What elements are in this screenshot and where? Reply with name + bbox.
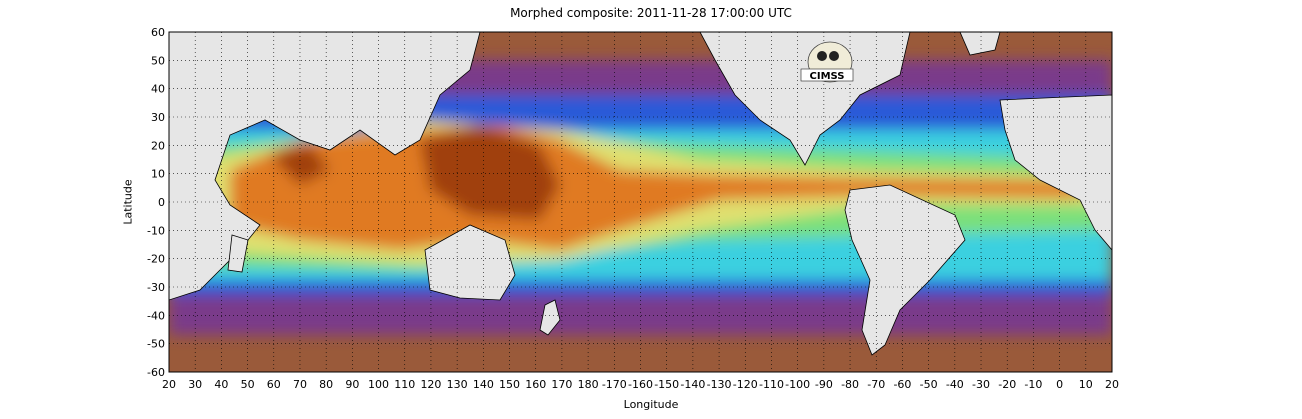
lon-tick-label: -90 (815, 378, 833, 391)
lon-tick-label: 170 (551, 378, 572, 391)
lat-tick-label: -40 (147, 309, 165, 322)
lon-tick-label: 10 (1079, 378, 1093, 391)
lon-tick-label: 150 (499, 378, 520, 391)
lon-tick-label: 120 (420, 378, 441, 391)
lon-tick-label: -80 (841, 378, 859, 391)
wet-core-west-pacific (420, 125, 560, 220)
lon-tick-label: 90 (345, 378, 359, 391)
svg-text:CIMSS: CIMSS (810, 71, 845, 82)
lat-tick-label: 10 (151, 168, 165, 181)
plot-frame (168, 31, 1113, 373)
lon-tick-label: 20 (162, 378, 176, 391)
lat-tick-label: 40 (151, 83, 165, 96)
landmass-new-zealand (539, 299, 561, 336)
landmass-africa-eurasia (169, 32, 481, 301)
lon-tick-label: -120 (733, 378, 758, 391)
lat-tick-label: 60 (151, 26, 165, 39)
lon-tick-label: 0 (1056, 378, 1063, 391)
longitude-ticks: 20 30 40 50 60 70 80 90 100 110 120 130 140 150 160 170… (162, 378, 1119, 391)
lon-tick-label: -140 (680, 378, 705, 391)
landmass-north-america (699, 32, 911, 166)
lon-tick-label: -40 (946, 378, 964, 391)
latitude-ticks: 60 50 40 30 20 10 0 -10 -20 -30 -40 -50 -60 (147, 26, 165, 379)
lat-tick-label: -10 (147, 224, 165, 237)
lon-tick-label: 30 (188, 378, 202, 391)
landmass-madagascar (227, 234, 249, 273)
map-title: Morphed composite: 2011-11-28 17:00:00 U… (510, 6, 792, 20)
lon-tick-label: 80 (319, 378, 333, 391)
lat-tick-label: 30 (151, 111, 165, 124)
lat-tick-label: -30 (147, 281, 165, 294)
lon-tick-label: -110 (759, 378, 784, 391)
lon-tick-label: 180 (578, 378, 599, 391)
lon-tick-label: 160 (525, 378, 546, 391)
lon-tick-label: -30 (972, 378, 990, 391)
lon-tick-label: 40 (214, 378, 228, 391)
lat-tick-label: 50 (151, 54, 165, 67)
cimss-logo: CIMSS (800, 41, 854, 83)
lon-tick-label: -160 (628, 378, 653, 391)
lon-tick-label: 70 (293, 378, 307, 391)
lon-tick-label: -170 (602, 378, 627, 391)
lon-tick-label: 50 (241, 378, 255, 391)
landmass-africa-west (999, 94, 1112, 251)
lat-tick-label: 20 (151, 139, 165, 152)
lon-tick-label: -60 (893, 378, 911, 391)
grid-lines (169, 32, 1112, 372)
landmass-australia (424, 224, 516, 301)
x-axis-label: Longitude (623, 398, 679, 411)
lon-tick-label: 20 (1105, 378, 1119, 391)
landmass-greenland (959, 32, 1001, 56)
lon-tick-label: -100 (785, 378, 810, 391)
lon-tick-label: -150 (654, 378, 679, 391)
landmass-south-america (844, 184, 966, 356)
lon-tick-label: -50 (920, 378, 938, 391)
lon-tick-label: 100 (368, 378, 389, 391)
lon-tick-label: 130 (447, 378, 468, 391)
lon-tick-label: 60 (267, 378, 281, 391)
lon-tick-label: -130 (707, 378, 732, 391)
lat-tick-label: -20 (147, 253, 165, 266)
lon-tick-label: 110 (394, 378, 415, 391)
lon-tick-label: -10 (1024, 378, 1042, 391)
lon-tick-label: -20 (998, 378, 1016, 391)
lat-tick-label: -60 (147, 366, 165, 379)
lat-tick-label: 0 (158, 196, 165, 209)
lat-tick-label: -50 (147, 338, 165, 351)
lon-tick-label: 140 (473, 378, 494, 391)
lon-tick-label: -70 (867, 378, 885, 391)
